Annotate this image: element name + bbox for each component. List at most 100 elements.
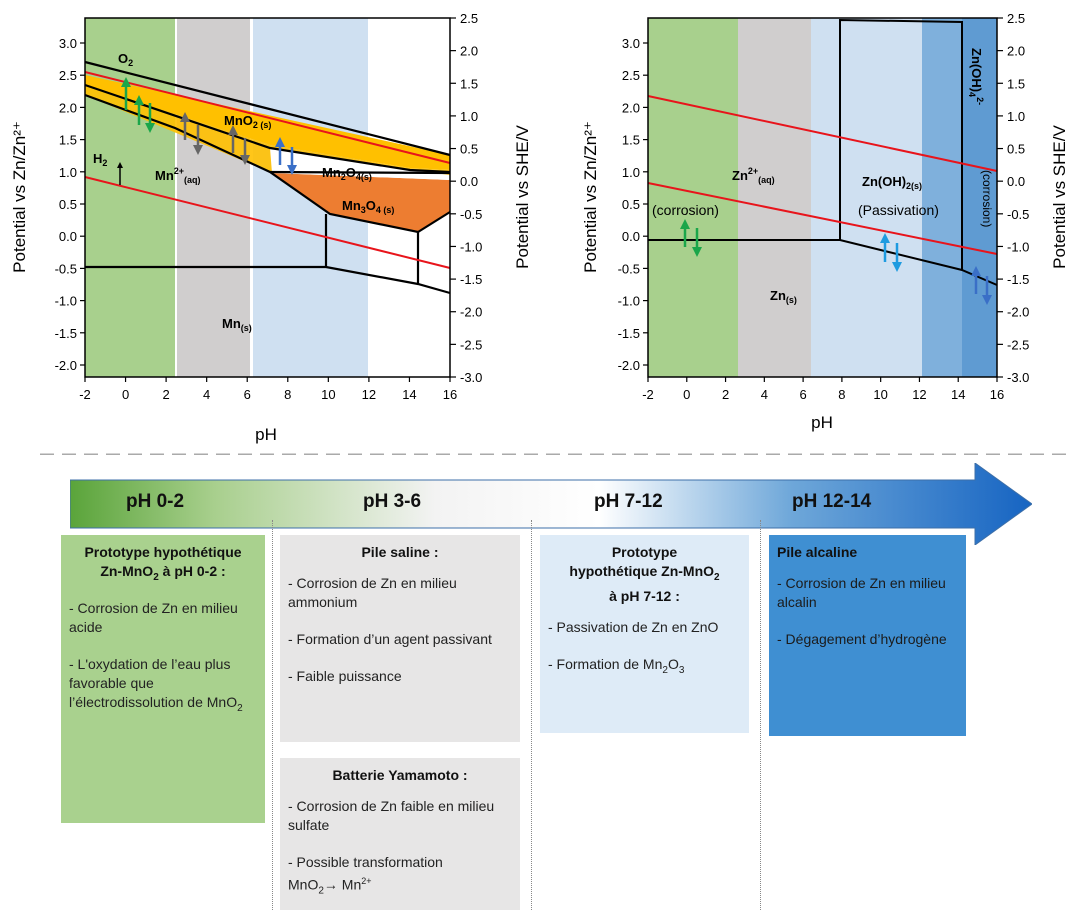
left-ytick-left-label: 1.0 [59,165,77,180]
left-xtick-label: 10 [321,387,335,402]
right-ytick-left-label: 1.0 [622,165,640,180]
left-band-green [85,18,175,377]
box5-title: Pile alcaline [777,544,858,560]
right-ytick-left-label: 0.0 [622,229,640,244]
box5-point-1: - Corrosion de Zn en milieu alcalin [777,575,946,610]
box1-point-2: - L'oxydation de l’eau plus favorable qu… [69,655,243,714]
left-ytick-left-label: -1.5 [55,326,77,341]
box4-title: Prototype hypothétique Zn-MnO2 à pH 7-12 : [569,544,720,604]
left-ytick-left-label: -0.5 [55,261,77,276]
box3-point-2: - Possible transformation MnO2→ Mn2+ [288,854,443,897]
left-ytick-right-label: -3.0 [460,370,482,385]
mno2-region [85,75,450,170]
label-mn2o4: Mn2O4(s) [322,165,372,182]
right-ytick-right-label: 0.0 [1007,174,1025,189]
box-pile-alcaline: Pile alcaline - Corrosion de Zn en milie… [769,535,966,736]
left-ytick-left-label: 0.0 [59,229,77,244]
right-xtick-label: 0 [683,387,690,402]
right-ylabel-left: Potential vs Zn/Zn²⁺ [581,121,600,273]
right-ytick-left-label: -1.5 [618,326,640,341]
box-batterie-yamamoto: Batterie Yamamoto : - Corrosion de Zn fa… [280,758,520,910]
right-ytick-right-label: -3.0 [1007,370,1029,385]
box-pile-saline: Pile saline : - Corrosion de Zn en milie… [280,535,520,742]
right-ytick-left-label: 0.5 [622,197,640,212]
label-zn2-aq: Zn2+(aq) [732,166,775,185]
right-ytick-right-label: 1.0 [1007,109,1025,124]
label-mn-s: Mn(s) [222,316,252,333]
left-ytick-right-label: -2.5 [460,337,482,352]
label-znoh2: Zn(OH)2(s) [862,174,922,191]
left-pourbaix-chart: O2 H2 Mn2+(aq) MnO2 (s) Mn2O4(s) Mn3O4 (… [10,11,532,444]
right-band-blue-dark [962,18,997,377]
right-axis-ticks: -2 0 2 4 6 8 10 12 14 16 3.0 2.5 2.0 1.5 1.0 0.5 0.0 -0.5… [618,11,1030,402]
label-mno2: MnO2 (s) [224,113,271,130]
right-o2-line [647,95,998,172]
right-h2-line [647,182,998,255]
left-xlabel: pH [255,425,277,444]
left-ytick-right-label: 1.5 [460,76,478,91]
right-pourbaix-chart: Zn2+(aq) (corrosion) Zn(OH)2(s) (Passiva… [581,11,1069,432]
right-ytick-right-label: 0.5 [1007,142,1025,157]
left-xtick-label: 2 [162,387,169,402]
box3-point-1: - Corrosion de Zn faible en milieu sulfa… [288,798,495,833]
left-ytick-right-label: -0.5 [460,207,482,222]
label-h2: H2 [93,151,107,168]
ph-label-0-2: pH 0-2 [126,491,185,512]
box2-point-3: - Faible puissance [288,668,402,684]
left-ytick-left-label: 3.0 [59,36,77,51]
left-ytick-right-label: 2.5 [460,11,478,26]
box4-point-1: - Passivation de Zn en ZnO [548,618,719,635]
left-xtick-label: 8 [284,387,291,402]
right-band-lightblue [811,18,922,377]
right-plot-frame [647,17,998,378]
left-ytick-right-label: -2.0 [460,305,482,320]
left-ytick-left-label: 0.5 [59,197,77,212]
box3-title: Batterie Yamamoto : [332,767,468,783]
pourbaix-diagrams: O2 H2 Mn2+(aq) MnO2 (s) Mn2O4(s) Mn3O4 (… [10,11,1070,455]
right-ytick-left-label: -1.0 [618,294,640,309]
right-band-grey [738,18,811,377]
left-xtick-label: 14 [402,387,416,402]
left-plot-frame [84,17,451,378]
left-axis-ticks: -2 0 2 4 6 8 10 12 14 16 3.0 2.5 2.0 1.5 1.0 0.5 0.0 -0.5… [55,11,483,402]
left-ytick-right-label: -1.5 [460,272,482,287]
right-xtick-label: 16 [990,387,1004,402]
right-ytick-left-label: 2.5 [622,68,640,83]
left-ytick-left-label: 2.0 [59,100,77,115]
label-mn3o4: Mn3O4 (s) [342,198,394,215]
right-ytick-right-label: -2.5 [1007,337,1029,352]
left-ytick-right-label: 0.0 [460,174,478,189]
label-mn2-aq: Mn2+(aq) [155,166,201,185]
box2-title: Pile saline : [361,544,439,560]
right-xtick-label: 8 [838,387,845,402]
right-ytick-right-label: 2.0 [1007,44,1025,59]
left-ytick-left-label: -2.0 [55,358,77,373]
ph-gradient-arrow [70,463,1032,545]
right-xtick-label: 12 [912,387,926,402]
left-xtick-label: 0 [122,387,129,402]
left-h2-line [84,176,451,269]
right-xtick-label: 6 [799,387,806,402]
left-ytick-left-label: 1.5 [59,133,77,148]
ph-label-7-12: pH 7-12 [594,491,663,512]
box1-point-1: - Corrosion de Zn en milieu acide [69,599,238,635]
left-boundary-lines [84,60,451,295]
right-boundary-lines [648,18,998,286]
right-xtick-label: 2 [722,387,729,402]
label-znoh4: Zn(OH)42- [967,48,985,105]
right-ytick-left-label: 1.5 [622,133,640,148]
box1-title: Prototype hypothétique Zn-MnO2 à pH 0-2 : [84,544,242,583]
left-ylabel-right: Potential vs SHE/V [513,125,532,269]
box5-point-2: - Dégagement d’hydrogène [777,631,947,647]
right-ytick-right-label: -2.0 [1007,305,1029,320]
box-ph-0-2: Prototype hypothétique Zn-MnO2 à pH 0-2 :… [61,535,265,823]
left-ylabel-left: Potential vs Zn/Zn²⁺ [10,121,29,273]
mn3o4-region [272,173,450,232]
right-xtick-label: -2 [642,387,654,402]
left-o2-line [84,71,451,164]
left-ytick-left-label: 2.5 [59,68,77,83]
right-band-green [648,18,738,377]
box2-point-2: - Formation d’un agent passivant [288,631,492,647]
left-ytick-left-label: -1.0 [55,294,77,309]
right-xlabel: pH [811,413,833,432]
